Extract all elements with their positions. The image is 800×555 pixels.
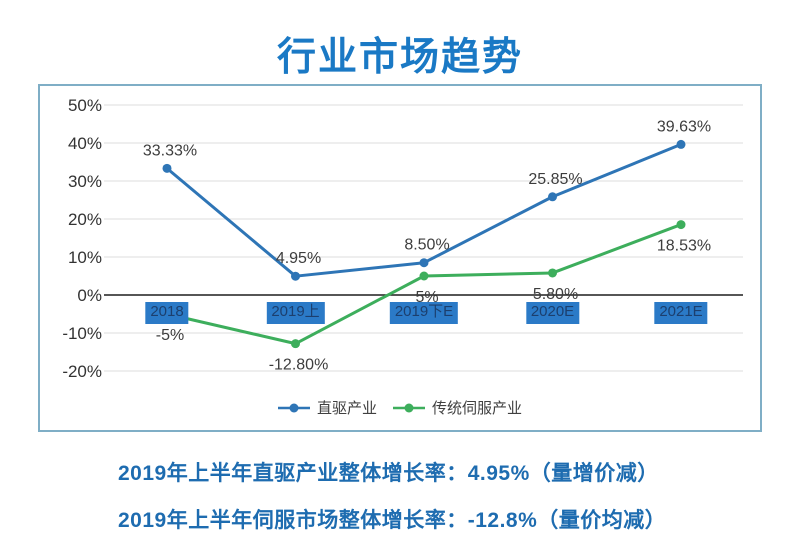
y-axis-tick-label: -10% [62, 324, 102, 343]
data-point-marker [548, 268, 557, 278]
chart-panel: 50% 40% 30% 20% 10% 0% -10% -20% 33.33% 4.95% 8.50… [38, 84, 762, 432]
series-line-blue_series [165, 142, 683, 278]
trend-line-chart: 50% 40% 30% 20% 10% 0% -10% -20% 33.33% 4.95% 8.50… [62, 96, 743, 381]
y-axis-tick-label: 10% [68, 248, 102, 267]
legend-line-marker-icon [277, 403, 310, 412]
data-point-label: 5.80% [533, 286, 578, 303]
y-axis-tick-label: -20% [62, 362, 102, 381]
data-point-marker [162, 163, 172, 173]
data-point-label: 25.85% [528, 171, 582, 188]
legend-label: 直驱产业 [316, 400, 377, 417]
chart-legend: 直驱产业 传统伺服产业 [40, 397, 760, 418]
y-axis-tick-label: 40% [68, 134, 102, 153]
data-point-label: -5% [156, 327, 184, 344]
data-point-label: 39.63% [657, 118, 711, 135]
data-point-marker [162, 309, 172, 319]
footnote-direct-drive-growth: 2019年上半年直驱产业整体增长率：4.95%（量增价减） [118, 462, 659, 485]
page-title: 行业市场趋势 [276, 36, 523, 79]
y-axis-tick-label: 0% [77, 286, 102, 305]
y-axis-tick-label: 20% [68, 210, 102, 229]
data-point-label: -12.80% [269, 357, 329, 374]
data-point-marker [419, 271, 429, 281]
data-point-marker [419, 258, 429, 268]
data-point-marker [548, 192, 557, 202]
data-point-marker [676, 220, 686, 230]
footnote-servo-market-growth: 2019年上半年伺服市场整体增长率：-12.8%（量价均减） [118, 509, 667, 532]
legend-label: 传统伺服产业 [432, 400, 523, 417]
data-point-label: 8.50% [404, 237, 449, 254]
legend-item: 传统伺服产业 [393, 397, 522, 418]
y-axis-tick-label: 50% [68, 96, 102, 115]
y-axis-tick-label: 30% [68, 172, 102, 191]
data-point-label: 5% [415, 289, 438, 306]
legend-item: 直驱产业 [277, 397, 377, 418]
data-point-marker [291, 271, 300, 281]
data-point-label: 18.53% [657, 238, 711, 255]
data-point-label: 4.95% [276, 250, 321, 267]
data-point-marker [676, 139, 686, 149]
data-point-marker [291, 339, 300, 349]
legend-line-marker-icon [393, 403, 425, 412]
data-point-label: 33.33% [143, 142, 197, 159]
